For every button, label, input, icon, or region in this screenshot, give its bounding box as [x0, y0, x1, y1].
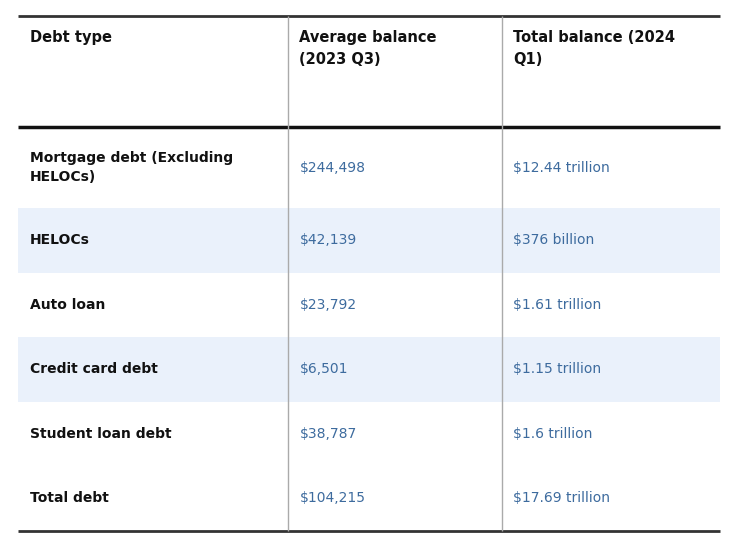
Text: $1.15 trillion: $1.15 trillion	[514, 363, 601, 376]
Text: $1.6 trillion: $1.6 trillion	[514, 427, 593, 441]
Bar	[18, 208, 720, 273]
Bar	[18, 273, 720, 337]
Text: Debt type: Debt type	[30, 30, 111, 45]
Text: Mortgage debt (Excluding
HELOCs): Mortgage debt (Excluding HELOCs)	[30, 151, 232, 184]
Text: Average balance
(2023 Q3): Average balance (2023 Q3)	[300, 30, 437, 67]
Bar	[18, 127, 720, 208]
Text: $42,139: $42,139	[300, 234, 356, 247]
Text: $6,501: $6,501	[300, 363, 348, 376]
Text: Student loan debt: Student loan debt	[30, 427, 171, 441]
Text: Total balance (2024
Q1): Total balance (2024 Q1)	[514, 30, 675, 67]
Text: $376 billion: $376 billion	[514, 234, 595, 247]
Bar	[18, 16, 720, 127]
Text: Auto loan: Auto loan	[30, 298, 105, 312]
Text: $12.44 trillion: $12.44 trillion	[514, 161, 610, 174]
Text: $23,792: $23,792	[300, 298, 356, 312]
Text: $1.61 trillion: $1.61 trillion	[514, 298, 601, 312]
Text: $104,215: $104,215	[300, 491, 365, 505]
Bar	[18, 401, 720, 466]
Text: $38,787: $38,787	[300, 427, 356, 441]
Bar	[18, 466, 720, 531]
Text: $17.69 trillion: $17.69 trillion	[514, 491, 610, 505]
Bar	[18, 337, 720, 401]
Text: $244,498: $244,498	[300, 161, 365, 174]
Text: HELOCs: HELOCs	[30, 234, 89, 247]
Text: Total debt: Total debt	[30, 491, 108, 505]
Text: Credit card debt: Credit card debt	[30, 363, 157, 376]
